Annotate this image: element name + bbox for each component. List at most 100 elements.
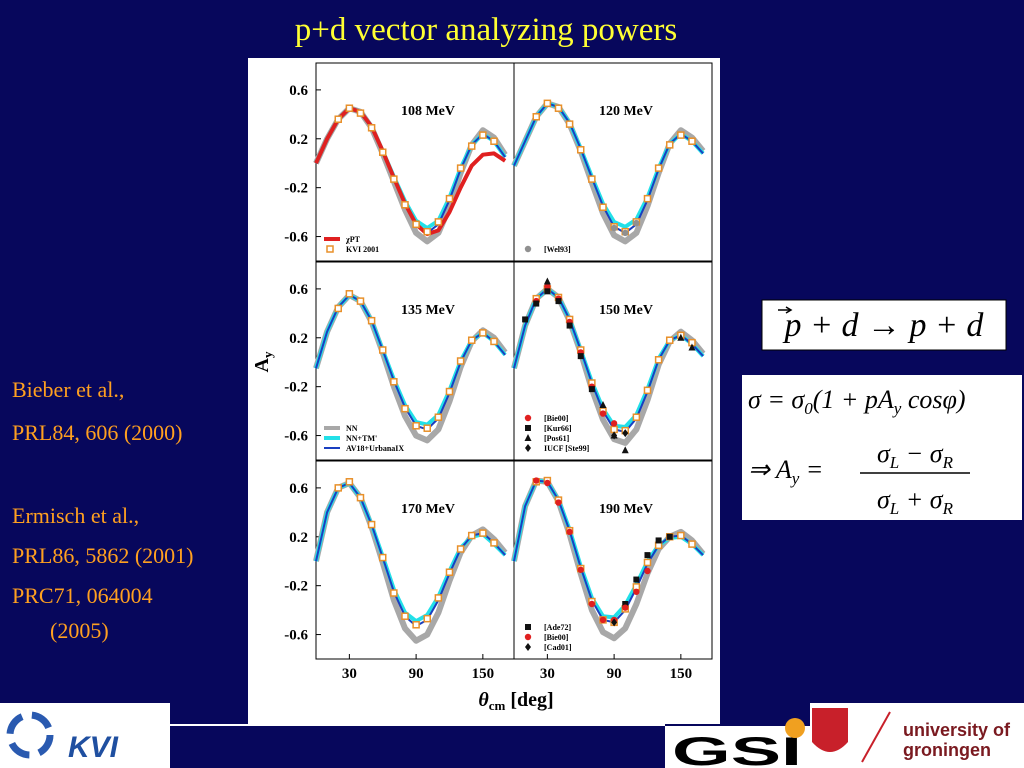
legend-label: AV18+UrbanaIX [346,444,404,453]
legend-swatch [326,245,334,253]
subscript: y [790,469,800,488]
data-point [356,297,365,305]
legend-label: KVI 2001 [346,245,379,254]
data-point [677,131,685,139]
formula-part: (1 + pA [813,385,894,414]
subscript: R [942,453,954,472]
x-tick-label: 150 [670,666,693,682]
data-point [401,612,409,620]
formula-part: σ = σ [748,385,805,414]
data-point [665,336,674,344]
data-point [544,479,551,487]
legend-swatch [524,434,532,441]
formula-part: σ [877,485,891,514]
data-point [367,520,376,529]
data-point [522,316,529,323]
analyzing-power-lhs: ⇒ Ay = [748,455,823,488]
chart: 0.6 0.2 -0.2 -0.6 30 90 150 170 MeV [284,460,515,682]
gsi-logo-box [665,726,810,768]
data-point [610,224,618,232]
data-point [688,137,696,145]
data-point [533,300,540,307]
data-point [643,558,652,567]
data-point [532,113,540,121]
data-point [345,104,354,112]
figure-panel [248,58,720,724]
data-point [456,545,465,553]
y-tick-label: 0.2 [289,331,308,347]
y-tick-label: 0.6 [289,282,308,298]
x-tick-label: 30 [540,666,555,682]
reference: Ermisch et al., [12,503,139,528]
data-point [467,142,476,150]
groningen-slash [861,711,891,763]
legend-swatch [525,444,531,452]
x-tick-label: 90 [607,666,622,682]
data-point [633,219,640,227]
data-point [378,346,387,354]
data-point [434,413,443,421]
data-point [566,528,573,536]
chart: 30 90 150 190 MeV [Ade72][Bie00][Cad01] [511,460,713,682]
data-point [599,616,607,624]
data-point [677,531,685,540]
data-point [565,120,574,128]
legend-label: NN [346,424,358,433]
slide-title: p+d vector analyzing powers [295,12,677,48]
numerator: σL − σR [877,439,954,472]
data-point [412,621,420,629]
data-point [644,567,651,575]
data-point [401,404,409,413]
data-point [576,146,585,154]
data-point [490,137,498,145]
subscript: L [889,499,899,518]
data-point [334,484,342,492]
data-point [334,304,342,313]
data-point [378,148,387,156]
data-point [677,333,685,341]
data-point [643,386,652,395]
y-tick-label: 0.2 [289,132,308,148]
data-point [588,175,596,183]
data-point [632,413,641,421]
gsi-logo: GSI [672,730,802,768]
data-point [588,600,596,608]
kvi-logo: KVI [68,731,119,764]
kvi-swirl [6,711,54,759]
y-tick-label: -0.6 [284,429,308,445]
data-point [622,429,629,438]
data-point [456,357,465,365]
data-point [621,446,629,454]
chart: 150 MeV [Bie00][Kur66][Pos61]IUCF [Ste99] [511,261,713,461]
data-point [555,298,562,305]
data-point [367,316,376,325]
data-point [423,227,431,236]
data-point [445,387,454,396]
data-point [610,425,618,434]
legend-label: NN+TM' [346,434,377,443]
formula-box [742,375,1022,520]
data-point [390,175,398,183]
data-point [577,353,584,360]
data-point [566,322,573,329]
data-point [555,499,562,506]
university-line2: groningen [903,740,991,760]
data-point [345,290,354,298]
gsi-dot [785,718,805,738]
formula-part: = [799,455,823,484]
data-point [390,589,398,597]
data-point [599,203,607,211]
x-label-sub: cm [489,698,506,713]
data-point [490,539,498,547]
data-point [434,594,443,602]
data-point [456,164,465,172]
data-point [599,401,607,408]
data-point [688,343,696,351]
denominator: σL + σR [877,485,954,518]
y-tick-label: 0.6 [289,481,308,497]
data-point [479,131,487,139]
data-point [544,283,551,290]
reference: PRC71, 064004 [12,583,153,608]
y-tick-label: -0.6 [284,628,308,644]
